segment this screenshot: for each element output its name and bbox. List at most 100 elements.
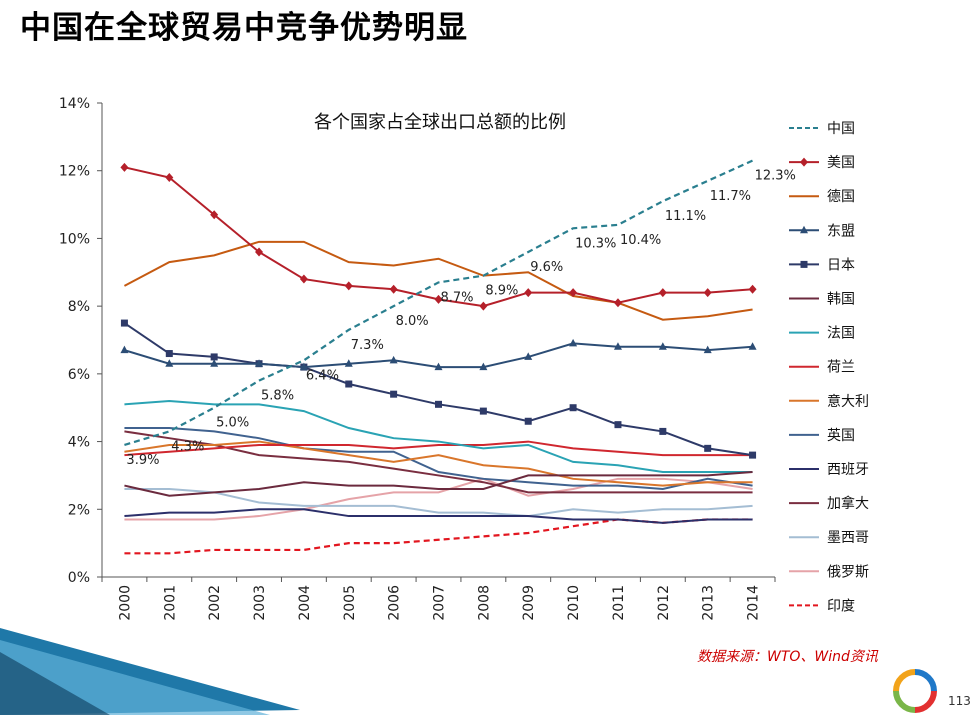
source-note: 数据来源：WTO、Wind资讯 bbox=[697, 649, 878, 665]
y-tick-label: 12% bbox=[59, 164, 90, 180]
series-日本 bbox=[120, 319, 757, 459]
series-美国 bbox=[120, 162, 757, 311]
series-韩国 bbox=[124, 471, 753, 497]
data-point bbox=[748, 342, 757, 350]
data-point bbox=[703, 345, 712, 354]
data-label: 8.0% bbox=[396, 314, 429, 329]
series-德国 bbox=[123, 240, 753, 321]
data-point bbox=[658, 288, 667, 298]
data-point bbox=[800, 225, 808, 234]
series-line bbox=[123, 322, 753, 457]
legend-item: 荷兰 bbox=[789, 360, 855, 376]
series-line bbox=[124, 487, 753, 518]
series-法国 bbox=[124, 399, 753, 474]
data-label: 5.8% bbox=[261, 389, 294, 404]
legend-label: 俄罗斯 bbox=[827, 564, 869, 580]
data-point bbox=[345, 380, 353, 388]
data-label: 7.3% bbox=[351, 338, 384, 353]
legend-item: 日本 bbox=[789, 257, 855, 273]
data-point bbox=[524, 417, 532, 425]
data-label: 10.4% bbox=[620, 233, 661, 248]
legend-label: 意大利 bbox=[827, 393, 869, 410]
data-point bbox=[389, 284, 398, 294]
legend-label: 中国 bbox=[827, 121, 855, 137]
chart-title: 各个国家占全球出口总额的比例 bbox=[314, 112, 566, 133]
series-墨西哥 bbox=[124, 487, 753, 518]
data-point bbox=[524, 352, 533, 360]
x-tick-label: 2008 bbox=[476, 585, 492, 621]
data-point bbox=[344, 359, 353, 367]
series-line bbox=[124, 508, 753, 524]
legend-label: 美国 bbox=[827, 155, 855, 171]
series-加拿大 bbox=[124, 430, 753, 494]
x-tick-label: 2009 bbox=[521, 585, 537, 621]
legend-label: 韩国 bbox=[827, 292, 855, 308]
data-point bbox=[165, 350, 173, 358]
series-line bbox=[124, 477, 753, 521]
legend-item: 美国 bbox=[789, 155, 855, 171]
series-英国 bbox=[124, 427, 753, 490]
y-tick-label: 10% bbox=[59, 231, 90, 247]
data-point bbox=[749, 451, 757, 459]
data-label: 11.1% bbox=[665, 209, 706, 224]
legend-item: 法国 bbox=[789, 326, 855, 342]
legend-item: 德国 bbox=[789, 189, 855, 205]
data-point bbox=[255, 359, 264, 367]
data-point bbox=[569, 288, 578, 298]
data-label: 9.6% bbox=[530, 260, 563, 275]
data-label: 11.7% bbox=[710, 189, 751, 204]
legend-label: 印度 bbox=[827, 598, 855, 614]
legend-label: 德国 bbox=[827, 189, 855, 205]
data-point bbox=[390, 390, 398, 398]
series-荷兰 bbox=[124, 440, 753, 457]
x-tick-label: 2012 bbox=[656, 585, 672, 621]
data-point bbox=[389, 355, 398, 364]
data-label: 10.3% bbox=[575, 236, 616, 251]
data-point bbox=[479, 362, 488, 371]
data-point bbox=[614, 421, 622, 429]
x-tick-label: 2014 bbox=[746, 585, 762, 621]
data-point bbox=[479, 301, 488, 311]
series-line bbox=[124, 399, 753, 474]
x-tick-label: 2006 bbox=[387, 585, 403, 621]
legend-label: 法国 bbox=[827, 326, 855, 342]
legend-label: 墨西哥 bbox=[827, 530, 869, 546]
series-line bbox=[124, 518, 753, 555]
legend-label: 东盟 bbox=[827, 223, 855, 239]
x-tick-label: 2003 bbox=[252, 585, 268, 621]
series-line bbox=[124, 159, 754, 447]
x-tick-label: 2001 bbox=[162, 585, 178, 621]
series-line bbox=[124, 427, 753, 490]
y-tick-label: 0% bbox=[68, 570, 90, 586]
series-line bbox=[123, 240, 753, 321]
data-label: 8.7% bbox=[441, 290, 474, 305]
series-line bbox=[124, 440, 753, 487]
x-tick-label: 2005 bbox=[342, 585, 358, 621]
data-point bbox=[659, 427, 667, 435]
series-line bbox=[124, 440, 753, 457]
y-tick-label: 8% bbox=[68, 299, 90, 315]
series-印度 bbox=[124, 518, 753, 555]
data-point bbox=[800, 260, 808, 268]
data-point bbox=[569, 404, 577, 412]
slide-title: 中国在全球贸易中竞争优势明显 bbox=[20, 10, 468, 46]
data-point bbox=[299, 274, 308, 284]
data-point bbox=[120, 319, 128, 327]
data-point bbox=[165, 359, 174, 367]
data-point bbox=[434, 294, 443, 304]
legend-label: 加拿大 bbox=[827, 495, 869, 512]
legend-item: 东盟 bbox=[789, 223, 855, 239]
series-意大利 bbox=[124, 440, 753, 487]
legend-item: 西班牙 bbox=[789, 462, 869, 478]
data-point bbox=[255, 247, 264, 257]
data-point bbox=[434, 362, 443, 371]
data-label: 6.4% bbox=[306, 368, 339, 383]
legend-label: 荷兰 bbox=[827, 360, 855, 376]
data-point bbox=[613, 342, 622, 350]
legend-item: 意大利 bbox=[789, 393, 869, 410]
page-number: 113 bbox=[948, 694, 971, 708]
series-line bbox=[124, 471, 753, 497]
data-label: 8.9% bbox=[485, 284, 518, 299]
